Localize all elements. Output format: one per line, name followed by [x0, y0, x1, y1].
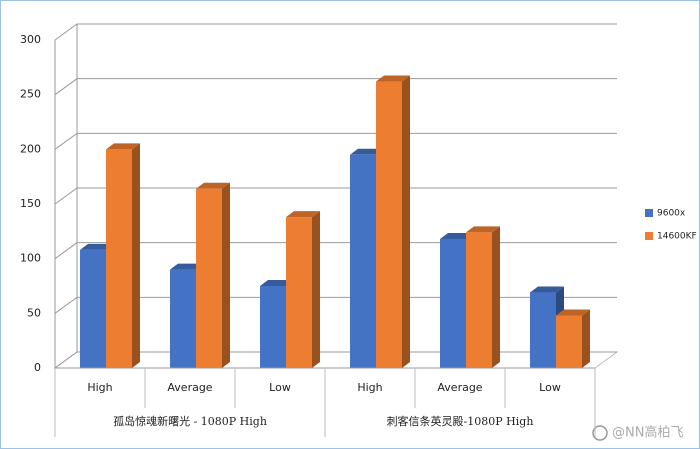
bar-side	[132, 143, 140, 368]
bar-side	[312, 211, 320, 368]
bar	[196, 188, 222, 368]
bar	[556, 315, 582, 368]
bar	[260, 286, 286, 368]
bar-top	[170, 263, 204, 270]
bar-top	[286, 211, 320, 218]
y-tick-label: 250	[20, 88, 41, 101]
bar	[286, 217, 312, 368]
bar-side	[222, 182, 230, 368]
bar-side	[402, 75, 410, 369]
bar	[350, 154, 376, 368]
bar-top	[530, 286, 564, 293]
bar	[440, 238, 466, 368]
x-tick-label: Low	[539, 381, 561, 394]
legend-swatch	[645, 209, 653, 217]
bar-top	[376, 75, 410, 82]
y-tick-label: 300	[20, 33, 41, 46]
y-tick-label: 200	[20, 142, 41, 155]
bar-top	[260, 280, 294, 286]
group-label: 刺客信条英灵殿-1080P High	[387, 414, 534, 428]
watermark-icon	[592, 425, 608, 441]
bar	[466, 232, 492, 368]
bar	[530, 292, 556, 368]
group-label: 孤岛惊魂新曙光 - 1080P High	[113, 414, 267, 428]
bar	[106, 149, 132, 368]
bar-top	[196, 182, 230, 189]
watermark: @NN高柏飞	[612, 425, 683, 441]
y-tick-label: 100	[20, 252, 41, 265]
x-tick-label: Average	[437, 381, 482, 394]
y-tick-label: 150	[20, 197, 41, 210]
bar-side	[582, 309, 590, 368]
bar-top	[556, 309, 590, 316]
bar	[170, 269, 196, 368]
x-tick-label: High	[357, 381, 382, 394]
bar	[376, 81, 402, 369]
bar-top	[350, 148, 384, 155]
x-tick-label: High	[87, 381, 112, 394]
bar	[80, 249, 106, 368]
x-tick-label: Low	[269, 381, 291, 394]
bar-top	[440, 232, 474, 239]
legend-swatch	[645, 232, 653, 240]
y-tick-label: 0	[34, 361, 41, 374]
legend-label: 9600x	[657, 209, 686, 219]
bar-top	[80, 243, 114, 250]
legend-label: 14600KF	[657, 232, 697, 242]
x-tick-label: Average	[167, 381, 212, 394]
bar-side	[492, 226, 500, 368]
bar-top	[106, 143, 140, 150]
y-tick-label: 50	[27, 306, 41, 319]
bar-top	[466, 226, 500, 233]
